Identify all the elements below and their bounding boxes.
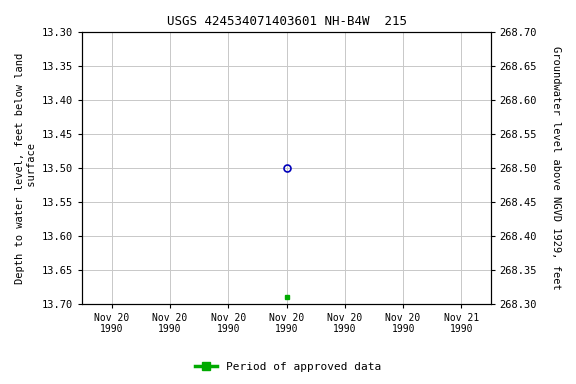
Y-axis label: Depth to water level, feet below land
 surface: Depth to water level, feet below land su…: [15, 52, 37, 283]
Title: USGS 424534071403601 NH-B4W  215: USGS 424534071403601 NH-B4W 215: [166, 15, 407, 28]
Y-axis label: Groundwater level above NGVD 1929, feet: Groundwater level above NGVD 1929, feet: [551, 46, 561, 290]
Legend: Period of approved data: Period of approved data: [191, 358, 385, 377]
